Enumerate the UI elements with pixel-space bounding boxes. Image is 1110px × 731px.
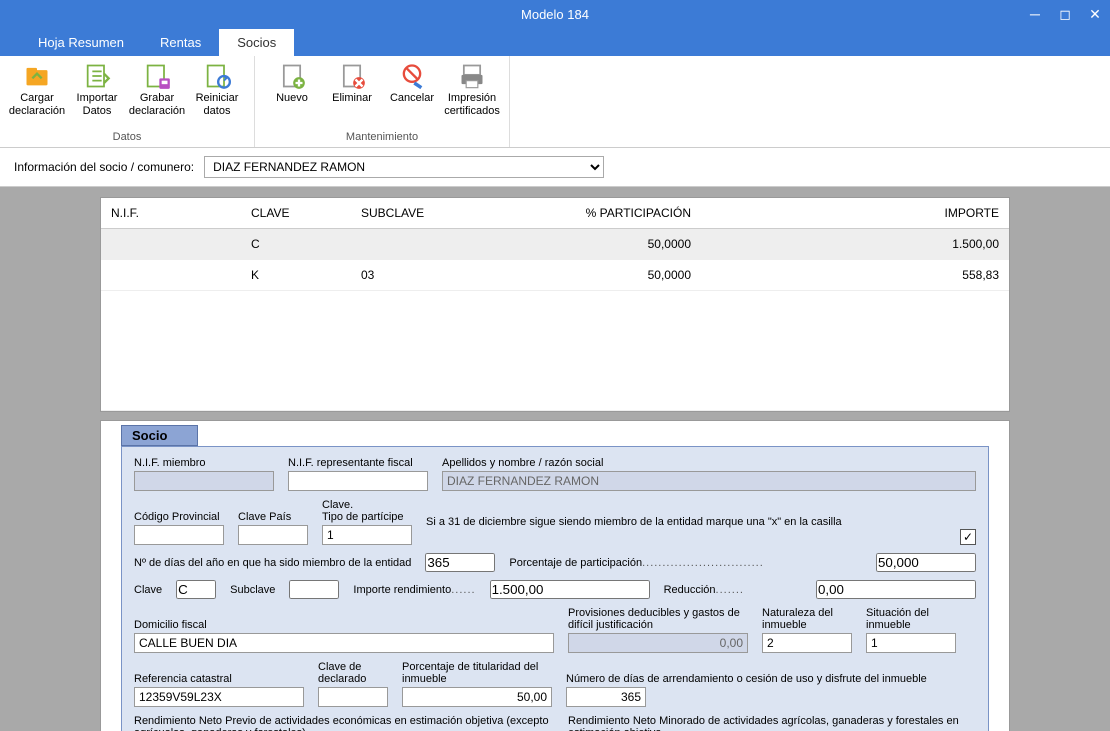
folder-open-icon (23, 62, 51, 90)
tab-socios[interactable]: Socios (219, 29, 294, 56)
ribbon: Cargar declaración Importar Datos Grabar… (0, 56, 1110, 148)
info-row: Información del socio / comunero: DIAZ F… (0, 148, 1110, 187)
col-subclave[interactable]: SUBCLAVE (351, 198, 501, 229)
ribbon-group-mantenimiento: Nuevo Eliminar Cancelar Impresión certif… (255, 56, 510, 147)
cancelar-button[interactable]: Cancelar (383, 60, 441, 119)
ribbon-group-datos: Cargar declaración Importar Datos Grabar… (0, 56, 255, 147)
clave-declarado-input[interactable] (318, 687, 388, 707)
main-tabs: Hoja Resumen Rentas Socios (0, 28, 1110, 56)
close-button[interactable]: ✕ (1080, 0, 1110, 28)
codigo-provincial-input[interactable] (134, 525, 224, 545)
ribbon-group-datos-label: Datos (113, 131, 142, 145)
content-area: N.I.F. CLAVE SUBCLAVE % PARTICIPACIÓN IM… (0, 187, 1110, 731)
col-nif[interactable]: N.I.F. (101, 198, 241, 229)
socio-select[interactable]: DIAZ FERNANDEZ RAMON (204, 156, 604, 178)
dias-arrendamiento-input[interactable] (566, 687, 646, 707)
table-row[interactable]: C 50,0000 1.500,00 (101, 229, 1009, 260)
delete-icon (338, 62, 366, 90)
importe-rendimiento-input[interactable] (490, 580, 650, 599)
window-title: Modelo 184 (521, 7, 589, 22)
table-row[interactable]: K 03 50,0000 558,83 (101, 260, 1009, 291)
domicilio-fiscal-input[interactable] (134, 633, 554, 653)
impresion-certificados-button[interactable]: Impresión certificados (443, 60, 501, 119)
reduccion-input[interactable] (816, 580, 976, 599)
print-icon (458, 62, 486, 90)
naturaleza-inmueble-input[interactable] (762, 633, 852, 653)
socio-form: Socio N.I.F. miembro N.I.F. representant… (100, 420, 1010, 731)
new-icon (278, 62, 306, 90)
form-tab-socio[interactable]: Socio (121, 425, 198, 446)
tab-rentas[interactable]: Rentas (142, 29, 219, 56)
ribbon-group-mantenimiento-label: Mantenimiento (346, 131, 418, 145)
porcentaje-titularidad-input[interactable] (402, 687, 552, 707)
col-importe[interactable]: IMPORTE (701, 198, 1009, 229)
window-controls: ─ ◻ ✕ (1020, 0, 1110, 28)
subclave-input[interactable] (289, 580, 339, 599)
col-participacion[interactable]: % PARTICIPACIÓN (501, 198, 701, 229)
miembro31-label: Si a 31 de diciembre sigue siendo miembr… (426, 516, 946, 528)
referencia-catastral-input[interactable] (134, 687, 304, 707)
eliminar-button[interactable]: Eliminar (323, 60, 381, 119)
importar-datos-button[interactable]: Importar Datos (68, 60, 126, 119)
maximize-button[interactable]: ◻ (1050, 0, 1080, 28)
minimize-button[interactable]: ─ (1020, 0, 1050, 28)
title-bar: Modelo 184 ─ ◻ ✕ (0, 0, 1110, 28)
cargar-declaracion-button[interactable]: Cargar declaración (8, 60, 66, 119)
tab-hoja-resumen[interactable]: Hoja Resumen (20, 29, 142, 56)
col-clave[interactable]: CLAVE (241, 198, 351, 229)
apellidos-input[interactable] (442, 471, 976, 491)
clave-pais-input[interactable] (238, 525, 308, 545)
import-icon (83, 62, 111, 90)
reiniciar-datos-button[interactable]: Reiniciar datos (188, 60, 246, 119)
miembro31-checkbox[interactable]: ✓ (960, 529, 976, 545)
clave-input[interactable] (176, 580, 216, 599)
nuevo-button[interactable]: Nuevo (263, 60, 321, 119)
situacion-inmueble-input[interactable] (866, 633, 956, 653)
nif-miembro-input[interactable] (134, 471, 274, 491)
data-grid[interactable]: N.I.F. CLAVE SUBCLAVE % PARTICIPACIÓN IM… (100, 197, 1010, 412)
tipo-participe-input[interactable] (322, 525, 412, 545)
dias-miembro-input[interactable] (425, 553, 495, 572)
refresh-icon (203, 62, 231, 90)
cancel-icon (398, 62, 426, 90)
porcentaje-participacion-input[interactable] (876, 553, 976, 572)
grabar-declaracion-button[interactable]: Grabar declaración (128, 60, 186, 119)
provisiones-input[interactable] (568, 633, 748, 653)
nif-representante-input[interactable] (288, 471, 428, 491)
info-label: Información del socio / comunero: (14, 160, 194, 174)
save-icon (143, 62, 171, 90)
